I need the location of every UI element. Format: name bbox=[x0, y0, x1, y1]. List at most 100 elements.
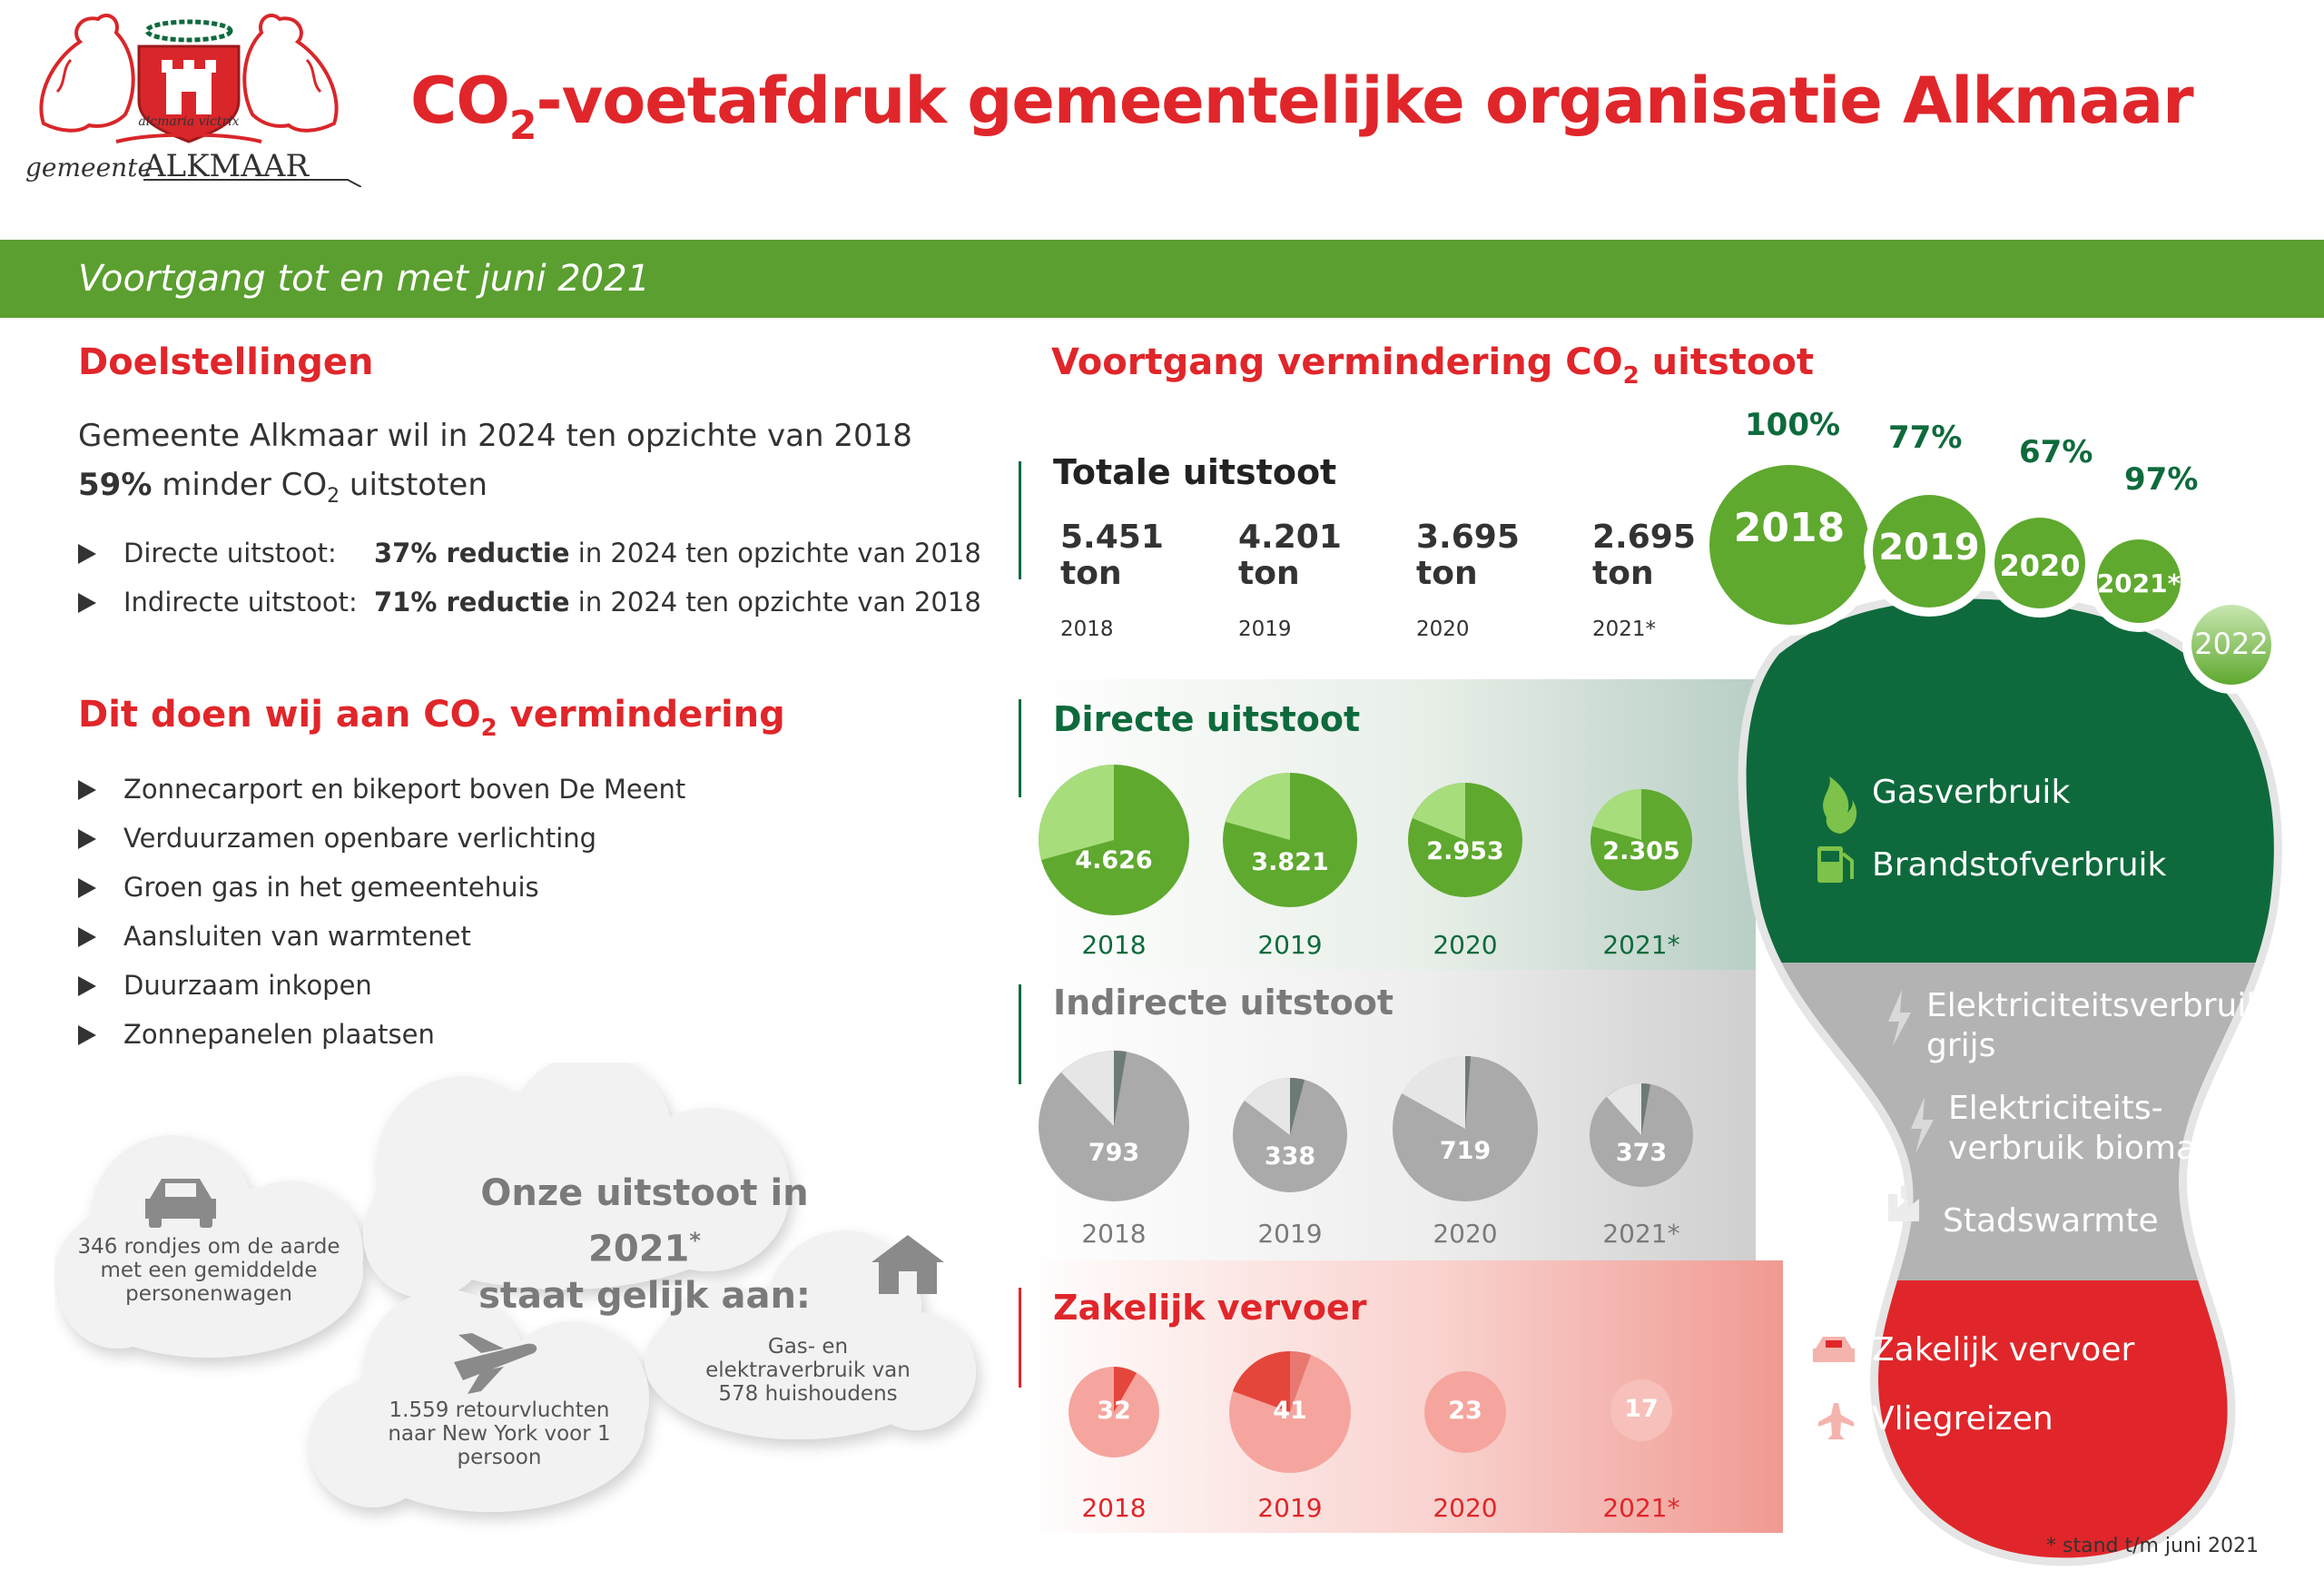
goals-heading: Doelstellingen bbox=[78, 341, 374, 383]
cloud-plane-text: 1.559 retourvluchten naar New York voor … bbox=[388, 1398, 611, 1469]
indirect-year: 2020 bbox=[1433, 1219, 1498, 1249]
transport-value: 41 bbox=[1273, 1397, 1307, 1425]
direct-heading: Directe uitstoot bbox=[1053, 699, 1361, 739]
fuel-pump-icon bbox=[1817, 846, 1854, 883]
total-year: 2018 bbox=[1060, 618, 1114, 641]
lightning-icon bbox=[1911, 1097, 1934, 1153]
foot-item-electricity-grey: Elektriciteitsverbruik grijs bbox=[1926, 987, 2266, 1064]
toe-2021 bbox=[2097, 539, 2181, 623]
direct-year: 2019 bbox=[1257, 930, 1323, 960]
footnote: * stand t/m juni 2021 bbox=[2046, 1535, 2260, 1557]
foot-item-fuel: Brandstofverbruik bbox=[1872, 846, 2167, 884]
indirect-year: 2021* bbox=[1602, 1219, 1680, 1249]
direct-value: 2.305 bbox=[1602, 837, 1680, 865]
plane-icon bbox=[1818, 1403, 1854, 1439]
total-value-2021: 2.695 ton bbox=[1592, 519, 1696, 592]
direct-year: 2021* bbox=[1602, 930, 1680, 960]
total-value-2018: 5.451 ton bbox=[1060, 519, 1164, 592]
indirect-value: 793 bbox=[1088, 1139, 1140, 1167]
foot-item-gas: Gasverbruik bbox=[1872, 774, 2071, 811]
plane-icon bbox=[454, 1333, 537, 1394]
bullet-icon bbox=[78, 593, 96, 613]
indirect-pie-2018 bbox=[1039, 1050, 1189, 1201]
foot-item-flights: Vliegreizen bbox=[1872, 1400, 2053, 1438]
indirect-year: 2018 bbox=[1081, 1219, 1147, 1249]
total-value-2020: 3.695 ton bbox=[1416, 519, 1520, 592]
bullet-icon bbox=[78, 829, 96, 849]
goal-item-indirect: Indirecte uitstoot: 71% reductie in 2024 … bbox=[78, 587, 981, 618]
bullet-icon bbox=[78, 878, 96, 898]
transport-year: 2018 bbox=[1081, 1493, 1147, 1523]
transport-heading: Zakelijk vervoer bbox=[1053, 1288, 1367, 1328]
direct-value: 2.953 bbox=[1426, 837, 1504, 865]
transport-year: 2021* bbox=[1602, 1493, 1680, 1523]
action-item: Aansluiten van warmtenet bbox=[78, 921, 471, 952]
goals-line2: 59% minder CO2 uitstoten bbox=[78, 467, 487, 508]
car-icon bbox=[145, 1179, 216, 1228]
bullet-icon bbox=[78, 927, 96, 947]
toe-2019 bbox=[1873, 495, 1985, 608]
indirect-pie-2020 bbox=[1393, 1055, 1538, 1201]
logo-motto: alcmaria victrix bbox=[138, 114, 239, 129]
foot-percent: 100% bbox=[1745, 407, 1841, 443]
actions-heading: Dit doen wij aan CO2 vermindering bbox=[78, 694, 785, 742]
foot-percent: 97% bbox=[2124, 461, 2199, 498]
goals-line1: Gemeente Alkmaar wil in 2024 ten opzicht… bbox=[78, 418, 912, 454]
transport-pie-2020 bbox=[1424, 1371, 1506, 1453]
transport-line bbox=[1019, 1288, 1021, 1388]
bullet-icon bbox=[78, 544, 96, 564]
direct-year: 2020 bbox=[1433, 930, 1498, 960]
transport-pie-2021 bbox=[1610, 1379, 1672, 1441]
direct-pie-2019 bbox=[1223, 773, 1357, 907]
action-item: Zonnepanelen plaatsen bbox=[78, 1019, 435, 1050]
foot-item-district-heat: Stadswarmte bbox=[1943, 1202, 2159, 1240]
indirect-value: 373 bbox=[1615, 1139, 1668, 1167]
toe-label: 2022 bbox=[2194, 627, 2269, 661]
toe-2018 bbox=[1709, 465, 1869, 625]
flame-icon bbox=[1823, 776, 1857, 834]
indirect-value: 338 bbox=[1264, 1142, 1316, 1171]
foot-item-business-travel: Zakelijk vervoer bbox=[1872, 1331, 2135, 1368]
car-icon bbox=[1813, 1337, 1855, 1362]
bullet-icon bbox=[78, 780, 96, 800]
indirect-pie-2019 bbox=[1233, 1077, 1347, 1192]
direct-value: 4.626 bbox=[1075, 846, 1153, 874]
transport-value: 32 bbox=[1097, 1397, 1131, 1425]
transport-pie-2019 bbox=[1229, 1350, 1351, 1473]
house-icon bbox=[872, 1235, 944, 1294]
factory-icon bbox=[1888, 1186, 1919, 1221]
indirect-line bbox=[1019, 984, 1021, 1084]
direct-pies bbox=[1039, 765, 1692, 915]
foot-item-biomass-1: Elektriciteits- bbox=[1948, 1090, 2163, 1127]
cloud-car-text: 346 rondjes om de aarde met een gemiddel… bbox=[77, 1235, 340, 1306]
foot-item-biomass-2: verbruik biomassa bbox=[1948, 1130, 2250, 1167]
direct-value: 3.821 bbox=[1251, 848, 1329, 876]
toe-label: 2019 bbox=[1878, 527, 1980, 568]
total-year: 2019 bbox=[1238, 618, 1292, 641]
lightning-icon bbox=[1888, 990, 1911, 1046]
toe-label: 2018 bbox=[1733, 505, 1846, 551]
goal-item-direct: Directe uitstoot: 37% reductie in 2024 te… bbox=[78, 538, 981, 568]
band-text: Voortgang tot en met juni 2021 bbox=[78, 258, 651, 300]
indirect-value: 719 bbox=[1439, 1137, 1492, 1165]
progress-heading: Voortgang vermindering CO2 uitstoot bbox=[1051, 341, 1814, 390]
indirect-pies bbox=[1039, 1050, 1693, 1201]
transport-value: 17 bbox=[1624, 1395, 1659, 1423]
direct-pie-2020 bbox=[1408, 783, 1522, 897]
total-year: 2020 bbox=[1416, 618, 1470, 641]
toe-label: 2021* bbox=[2096, 568, 2181, 598]
direct-year: 2018 bbox=[1081, 930, 1147, 960]
direct-pie-2018 bbox=[1039, 765, 1189, 915]
action-item: Groen gas in het gemeentehuis bbox=[78, 872, 539, 903]
total-value-2019: 4.201 ton bbox=[1238, 519, 1342, 592]
foot-percent: 77% bbox=[1888, 420, 1963, 456]
transport-year: 2019 bbox=[1257, 1493, 1323, 1523]
page-title: CO2-voetafdruk gemeentelijke organisatie… bbox=[410, 64, 2194, 149]
alkmaar-logo: alcmaria victrix gemeente ALKMAAR bbox=[25, 14, 361, 187]
toe-2020 bbox=[1994, 518, 2085, 608]
bullet-icon bbox=[78, 976, 96, 996]
total-heading: Totale uitstoot bbox=[1053, 452, 1337, 492]
bullet-icon bbox=[78, 1025, 96, 1045]
action-item: Zonnecarport en bikeport boven De Meent bbox=[78, 774, 685, 805]
indirect-year: 2019 bbox=[1257, 1219, 1323, 1249]
